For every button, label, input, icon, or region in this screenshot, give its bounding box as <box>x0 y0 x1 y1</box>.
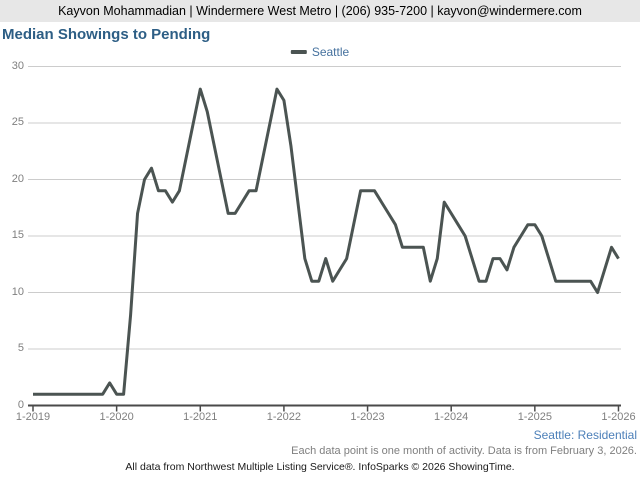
legend-item-seattle[interactable]: Seattle <box>290 45 350 59</box>
x-axis-label: 1-2021 <box>183 411 218 423</box>
x-axis-label: 1-2025 <box>517 411 552 423</box>
x-axis-label: 1-2023 <box>350 411 385 423</box>
y-axis-label: 30 <box>11 59 24 72</box>
y-axis-label: 5 <box>17 342 24 354</box>
data-note: Each data point is one month of activity… <box>291 445 637 457</box>
x-axis-label: 1-2020 <box>99 411 134 423</box>
x-axis-label: 1-2022 <box>266 411 302 423</box>
market-label: Seattle: Residential <box>533 428 637 442</box>
y-axis-label: 0 <box>17 398 24 411</box>
agent-contact-text: Kayvon Mohammadian | Windermere West Met… <box>58 4 582 18</box>
y-axis-label: 25 <box>11 116 24 128</box>
page-title: Median Showings to Pending <box>2 26 211 43</box>
attribution-text: All data from Northwest Multiple Listing… <box>125 461 515 473</box>
y-axis-label: 15 <box>11 229 24 241</box>
y-axis-label: 20 <box>11 172 24 185</box>
agent-contact-header: Kayvon Mohammadian | Windermere West Met… <box>0 0 640 22</box>
legend-line-swatch <box>290 50 307 54</box>
x-axis-label: 1-2019 <box>15 411 51 423</box>
y-axis-label: 10 <box>11 285 24 298</box>
legend-label: Seattle <box>311 45 350 59</box>
x-axis-label: 1-2024 <box>434 411 469 423</box>
x-axis-label: 1-2026 <box>601 411 636 423</box>
series-line-seattle <box>33 87 620 396</box>
